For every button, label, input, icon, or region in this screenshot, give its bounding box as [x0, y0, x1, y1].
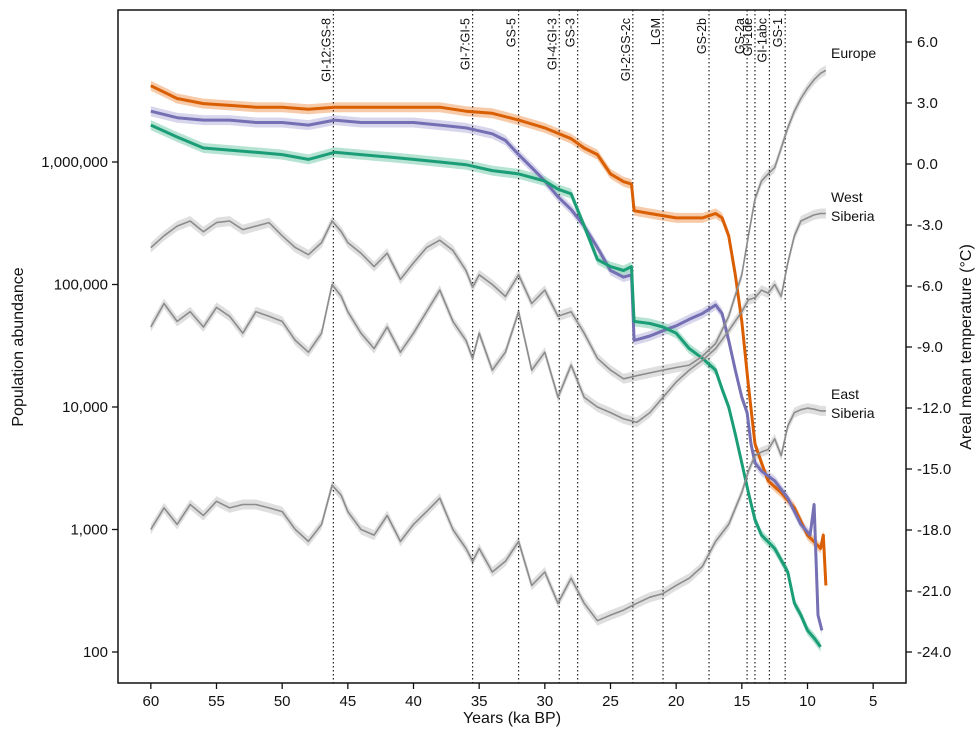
- event-label: LGM: [649, 18, 663, 45]
- series-line-2: [150, 123, 822, 648]
- y-right-tick-label: -6.0: [917, 278, 943, 295]
- y-right-tick-label: 3.0: [917, 95, 938, 112]
- event-label: GS-2b: [695, 18, 709, 54]
- x-tick-label: 15: [733, 693, 750, 710]
- x-tick-label: 25: [602, 693, 619, 710]
- confidence-bands: [150, 65, 826, 652]
- y-right-tick-label: -9.0: [917, 339, 943, 356]
- region-label: West: [831, 189, 863, 205]
- y-left-tick-label: 1,000: [70, 522, 108, 539]
- y-right-tick-label: -21.0: [917, 583, 951, 600]
- x-tick-label: 35: [471, 693, 488, 710]
- event-label: GI-1abc: [755, 18, 769, 62]
- event-label: GS-1: [771, 18, 785, 47]
- x-tick-label: 30: [536, 693, 553, 710]
- event-label: GI-2:GS-2c: [619, 18, 633, 81]
- region-label: Siberia: [831, 208, 875, 224]
- event-label: GS-3: [564, 18, 578, 47]
- axes: 60 55 50 45 40 35 30 25 20 15 10 5 100 1,000 10,000 100…: [41, 9, 951, 710]
- y-axis-left-title: Population abundance: [10, 267, 27, 426]
- x-tick-label: 50: [274, 693, 291, 710]
- region-label: Europe: [831, 45, 876, 61]
- series-line-5: [150, 407, 826, 622]
- event-label: GI-1de: [741, 18, 755, 56]
- x-axis-title: Years (ka BP): [463, 710, 561, 727]
- y-right-tick-label: -24.0: [917, 644, 951, 661]
- series-line-0: [150, 84, 828, 586]
- y-left-tick-label: 100: [83, 644, 108, 661]
- plot-frame: [117, 9, 907, 684]
- y-left-tick-label: 100,000: [54, 277, 108, 294]
- y-left-tick-label: 1,000,000: [41, 154, 108, 171]
- x-tick-label: 20: [668, 693, 685, 710]
- y-axis-right-title: Areal mean temperature (°C): [958, 244, 975, 450]
- region-label: East: [831, 386, 859, 402]
- y-right-tick-label: -12.0: [917, 400, 951, 417]
- y-left-tick-label: 10,000: [62, 399, 108, 416]
- series-lines: [150, 69, 828, 648]
- series-band-5: [150, 403, 826, 626]
- y-right-tick-label: -15.0: [917, 461, 951, 478]
- x-tick-label: 40: [405, 693, 422, 710]
- chart-labels: Years (ka BP) Population abundance Areal m…: [10, 45, 975, 727]
- event-label: GI-7:GI-5: [459, 18, 473, 70]
- x-tick-label: 10: [799, 693, 816, 710]
- event-label: GI-12:GS-8: [319, 18, 333, 82]
- x-tick-label: 5: [869, 693, 877, 710]
- x-tick-label: 55: [208, 693, 225, 710]
- event-label: GS-5: [505, 18, 519, 47]
- y-right-tick-label: 6.0: [917, 34, 938, 51]
- x-tick-label: 60: [142, 693, 159, 710]
- series-line-3: [150, 69, 827, 380]
- series-line-1: [150, 109, 824, 631]
- region-label: Siberia: [831, 405, 875, 421]
- climate-event-markers: GI-12:GS-8 GI-7:GI-5 GS-5 GI-4:GI-3 GS-3 GI-2…: [319, 10, 786, 683]
- y-right-tick-label: -18.0: [917, 522, 951, 539]
- series-band-1: [150, 106, 822, 636]
- event-label: GS-2a: [733, 18, 747, 54]
- series-line-4: [150, 212, 826, 424]
- y-right-tick-label: -3.0: [917, 217, 943, 234]
- event-label: GI-4:GI-3: [545, 18, 559, 70]
- y-right-tick-label: 0.0: [917, 156, 938, 173]
- x-tick-label: 45: [339, 693, 356, 710]
